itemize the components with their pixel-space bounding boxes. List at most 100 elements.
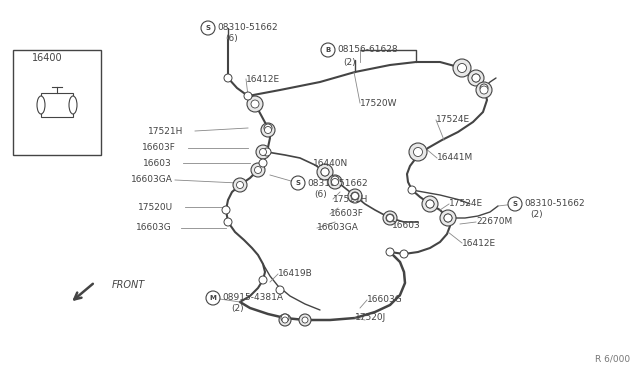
Text: 16400: 16400 bbox=[32, 53, 63, 63]
Circle shape bbox=[282, 317, 288, 323]
Text: S: S bbox=[513, 201, 518, 207]
Circle shape bbox=[351, 192, 359, 200]
Bar bbox=[41, 93, 73, 117]
Circle shape bbox=[247, 96, 263, 112]
Text: (2): (2) bbox=[343, 58, 356, 67]
Text: 16412E: 16412E bbox=[246, 74, 280, 83]
Text: S: S bbox=[296, 180, 301, 186]
Circle shape bbox=[281, 314, 289, 322]
Text: 16603GA: 16603GA bbox=[317, 224, 359, 232]
Circle shape bbox=[386, 214, 394, 222]
Circle shape bbox=[317, 164, 333, 180]
Circle shape bbox=[244, 92, 252, 100]
Circle shape bbox=[259, 159, 267, 167]
Circle shape bbox=[259, 148, 266, 155]
Text: 16603: 16603 bbox=[143, 158, 172, 167]
Circle shape bbox=[233, 178, 247, 192]
Circle shape bbox=[351, 192, 358, 199]
Text: 16603GA: 16603GA bbox=[131, 176, 173, 185]
Text: 16603: 16603 bbox=[392, 221, 420, 230]
Circle shape bbox=[472, 74, 480, 82]
Text: 16603G: 16603G bbox=[136, 224, 172, 232]
Ellipse shape bbox=[37, 96, 45, 114]
Circle shape bbox=[453, 59, 471, 77]
Circle shape bbox=[321, 43, 335, 57]
Circle shape bbox=[426, 200, 434, 208]
Text: 17521H: 17521H bbox=[333, 195, 369, 203]
Circle shape bbox=[476, 82, 492, 98]
Circle shape bbox=[383, 211, 397, 225]
Circle shape bbox=[458, 64, 466, 72]
Text: (2): (2) bbox=[231, 304, 244, 312]
Circle shape bbox=[264, 126, 271, 134]
Circle shape bbox=[264, 124, 272, 132]
Circle shape bbox=[440, 210, 456, 226]
Circle shape bbox=[387, 215, 394, 221]
Circle shape bbox=[291, 176, 305, 190]
Circle shape bbox=[321, 168, 329, 176]
Circle shape bbox=[413, 148, 422, 157]
Circle shape bbox=[400, 250, 408, 258]
Circle shape bbox=[422, 196, 438, 212]
Circle shape bbox=[348, 189, 362, 203]
Text: 08156-61628: 08156-61628 bbox=[337, 45, 397, 55]
Circle shape bbox=[321, 168, 329, 176]
Circle shape bbox=[444, 214, 452, 222]
Circle shape bbox=[480, 84, 488, 92]
Text: (2): (2) bbox=[530, 211, 543, 219]
Circle shape bbox=[201, 21, 215, 35]
Circle shape bbox=[263, 148, 271, 156]
Circle shape bbox=[276, 286, 284, 294]
Text: 17520U: 17520U bbox=[138, 202, 173, 212]
Circle shape bbox=[224, 74, 232, 82]
Text: 16440N: 16440N bbox=[313, 158, 348, 167]
Circle shape bbox=[426, 200, 434, 208]
Circle shape bbox=[386, 248, 394, 256]
Circle shape bbox=[251, 163, 265, 177]
Circle shape bbox=[444, 214, 452, 222]
Circle shape bbox=[468, 70, 484, 86]
Circle shape bbox=[508, 197, 522, 211]
Circle shape bbox=[279, 314, 291, 326]
Circle shape bbox=[222, 206, 230, 214]
Circle shape bbox=[251, 100, 259, 108]
Circle shape bbox=[408, 186, 416, 194]
Text: S: S bbox=[205, 25, 211, 31]
Ellipse shape bbox=[69, 96, 77, 114]
Circle shape bbox=[259, 276, 267, 284]
Text: (6): (6) bbox=[225, 33, 237, 42]
Text: 08310-51662: 08310-51662 bbox=[217, 23, 278, 32]
Text: 16603F: 16603F bbox=[142, 144, 176, 153]
Circle shape bbox=[302, 317, 308, 323]
Circle shape bbox=[237, 182, 243, 189]
Circle shape bbox=[261, 123, 275, 137]
Text: R 6/000: R 6/000 bbox=[595, 355, 630, 364]
Circle shape bbox=[331, 176, 339, 184]
Text: 17520W: 17520W bbox=[360, 99, 397, 108]
Circle shape bbox=[332, 179, 339, 186]
Circle shape bbox=[299, 314, 311, 326]
Circle shape bbox=[472, 74, 480, 82]
Text: 16441M: 16441M bbox=[437, 154, 473, 163]
Text: (6): (6) bbox=[314, 189, 327, 199]
Text: 08310-51662: 08310-51662 bbox=[524, 199, 584, 208]
Text: 17524E: 17524E bbox=[436, 115, 470, 125]
Text: 17524E: 17524E bbox=[449, 199, 483, 208]
Circle shape bbox=[256, 145, 270, 159]
Text: 17521H: 17521H bbox=[148, 126, 184, 135]
Text: 22670M: 22670M bbox=[476, 218, 512, 227]
Circle shape bbox=[328, 175, 342, 189]
Circle shape bbox=[255, 167, 262, 173]
Text: B: B bbox=[325, 47, 331, 53]
Text: 16412E: 16412E bbox=[462, 238, 496, 247]
Circle shape bbox=[224, 218, 232, 226]
Text: 16603F: 16603F bbox=[330, 209, 364, 218]
Text: 16419B: 16419B bbox=[278, 269, 313, 279]
Text: FRONT: FRONT bbox=[112, 280, 145, 290]
Text: M: M bbox=[209, 295, 216, 301]
Text: 16603G: 16603G bbox=[367, 295, 403, 305]
Circle shape bbox=[458, 64, 467, 73]
Circle shape bbox=[480, 86, 488, 94]
Circle shape bbox=[206, 291, 220, 305]
Text: 08310-51662: 08310-51662 bbox=[307, 179, 367, 187]
